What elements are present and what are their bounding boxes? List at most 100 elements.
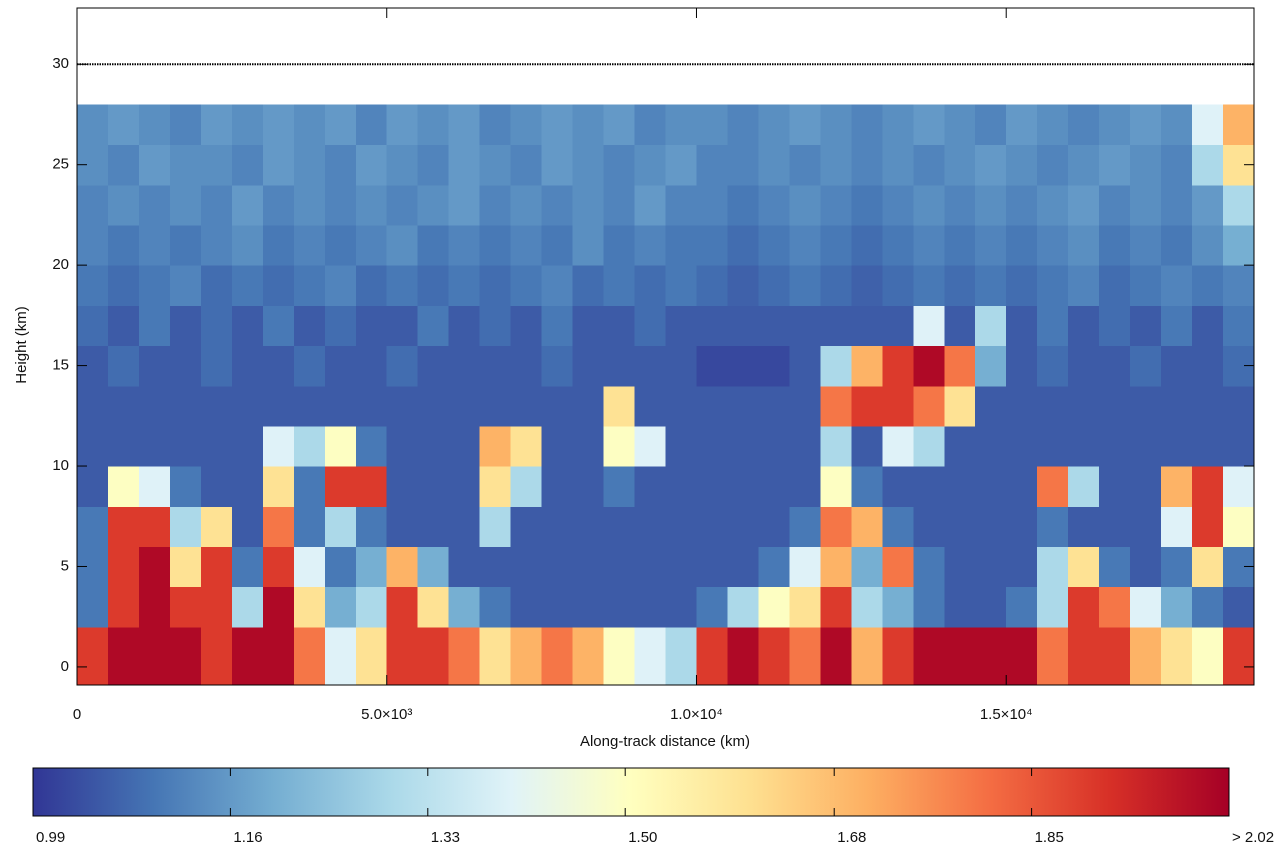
heat-cell [231, 184, 264, 226]
heat-cell [324, 265, 357, 306]
heat-cell [975, 104, 1007, 146]
heat-cell [882, 305, 914, 347]
heat-cell [324, 144, 357, 186]
heat-cell [696, 546, 729, 588]
heat-cell [820, 305, 852, 347]
heat-cell [1223, 385, 1255, 427]
heat-cell [541, 184, 574, 226]
heat-cell [1037, 466, 1069, 507]
heat-cell [417, 586, 450, 628]
heat-cell [231, 265, 264, 306]
heat-cell [386, 425, 419, 467]
heat-cell [1006, 265, 1038, 306]
heat-cell [1223, 466, 1255, 507]
heat-cell [665, 385, 698, 427]
heat-cell [851, 104, 883, 146]
heat-cell [355, 144, 388, 186]
heat-cell [231, 626, 264, 686]
heat-cell [727, 144, 760, 186]
heat-cell [820, 506, 852, 547]
heat-cell [1192, 224, 1224, 266]
heat-cell [1130, 144, 1162, 186]
x-axis-label: Along-track distance (km) [580, 733, 750, 750]
heat-cell [975, 546, 1007, 588]
heat-cell [1161, 466, 1193, 507]
heat-cell [200, 506, 233, 547]
heat-cell [107, 345, 140, 387]
heat-cell [200, 466, 233, 507]
heat-cell [1068, 265, 1100, 306]
heat-cell [1099, 385, 1131, 427]
heat-cell [1037, 345, 1069, 387]
heat-cell [293, 265, 326, 306]
heat-cell [417, 466, 450, 507]
heat-cell [665, 144, 698, 186]
heat-cell [417, 184, 450, 226]
heat-cell [510, 184, 543, 226]
heat-cell [789, 425, 821, 467]
heat-cell [820, 265, 852, 306]
heat-cell [77, 104, 109, 146]
heat-cell [293, 345, 326, 387]
heat-cell [913, 586, 945, 628]
heat-cell [448, 224, 481, 266]
heat-cell [479, 104, 512, 146]
heat-cell [820, 626, 852, 686]
heat-cell [1006, 586, 1038, 628]
heat-cell [696, 224, 729, 266]
heat-cell [975, 425, 1007, 467]
heat-cell [882, 586, 914, 628]
heat-cell [200, 144, 233, 186]
heat-cell [758, 425, 790, 467]
heat-cell [138, 466, 171, 507]
heat-cell [944, 466, 976, 507]
heat-cell [975, 345, 1007, 387]
colorbar [32, 767, 1230, 817]
heat-cell [1192, 466, 1224, 507]
heat-cell [355, 626, 388, 686]
heat-cell [262, 466, 295, 507]
colorbar-tick-label: 1.50 [628, 829, 657, 846]
x-tick-label: 1.5×10⁴ [980, 706, 1033, 723]
heat-cell [758, 144, 790, 186]
colorbar-tick-label: 1.33 [431, 829, 460, 846]
heat-cell [231, 305, 264, 347]
heat-cell [634, 385, 667, 427]
heat-cell [479, 546, 512, 588]
heat-cell [169, 345, 202, 387]
heat-cell [324, 385, 357, 427]
heat-cell [355, 104, 388, 146]
heat-cell [1161, 305, 1193, 347]
heat-cell [851, 385, 883, 427]
heat-cell [758, 506, 790, 547]
heat-cell [1223, 184, 1255, 226]
heat-cell [634, 586, 667, 628]
heat-cell [386, 345, 419, 387]
heat-cell [758, 586, 790, 628]
heat-cell [448, 626, 481, 686]
heat-cell [1037, 425, 1069, 467]
heat-cell [944, 345, 976, 387]
heat-cell [200, 224, 233, 266]
heat-cell [1037, 184, 1069, 226]
heat-cell [324, 345, 357, 387]
heat-cell [293, 466, 326, 507]
heat-cell [634, 104, 667, 146]
heat-cell [727, 425, 760, 467]
heat-cell [448, 184, 481, 226]
heat-cell [572, 385, 605, 427]
heat-cell [975, 586, 1007, 628]
heat-cell [603, 586, 636, 628]
heat-cell [758, 265, 790, 306]
heat-cell [386, 224, 419, 266]
heat-cell [1099, 586, 1131, 628]
heat-cell [727, 345, 760, 387]
heat-cell [820, 104, 852, 146]
heat-cell [851, 466, 883, 507]
heat-cell [200, 546, 233, 588]
heat-cell [324, 506, 357, 547]
heat-cell [696, 144, 729, 186]
heat-cell [696, 184, 729, 226]
heat-cell [324, 586, 357, 628]
heat-cell [1006, 626, 1038, 686]
